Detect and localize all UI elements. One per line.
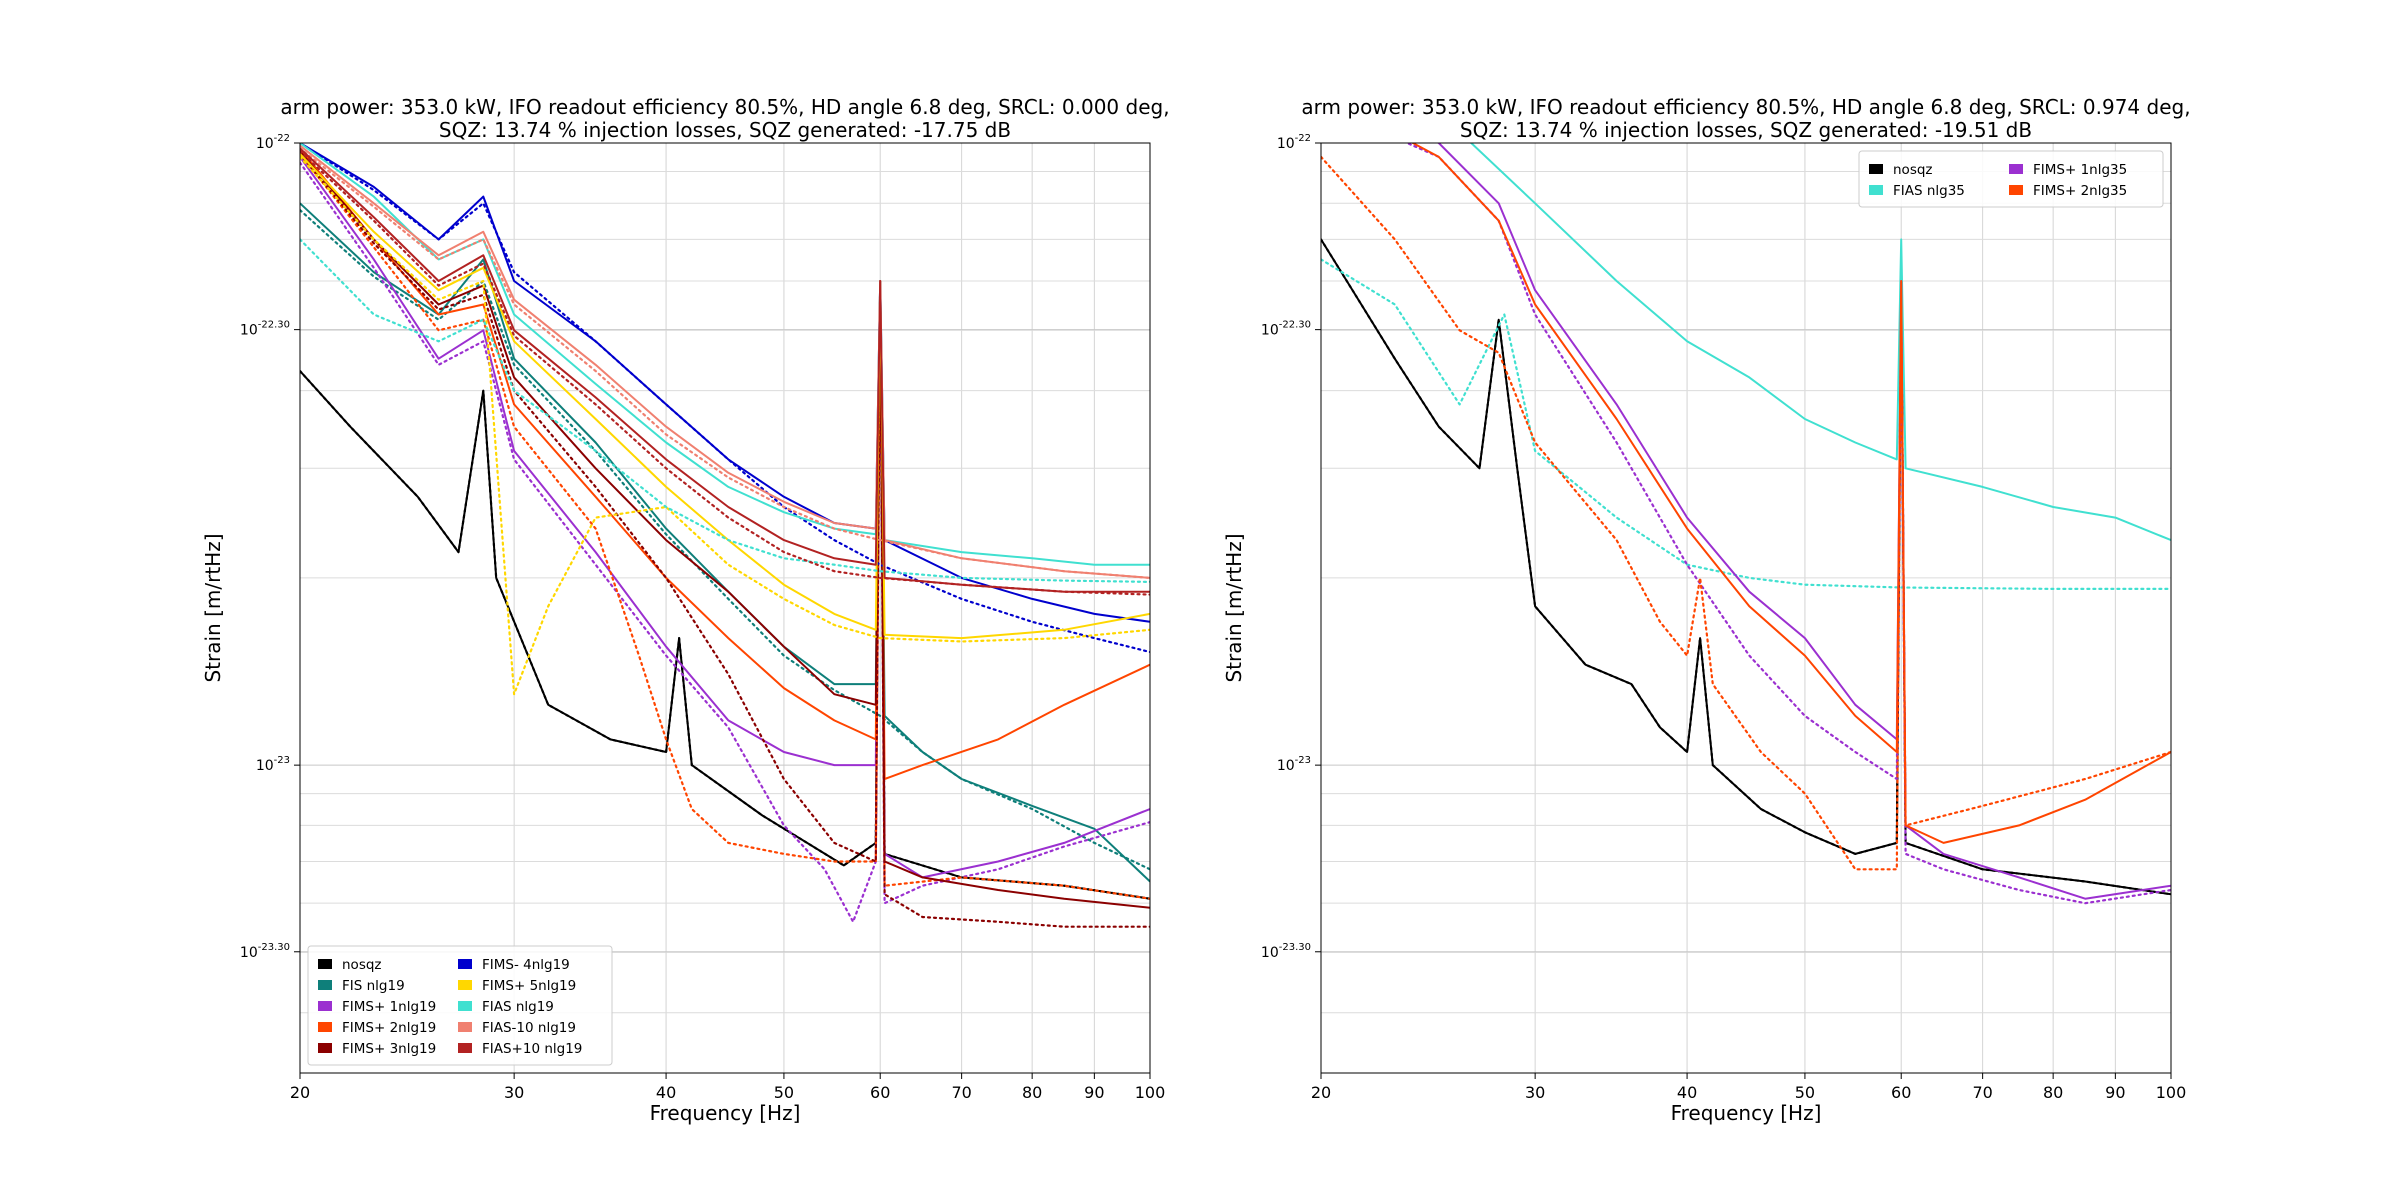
right-chart-xlabel: Frequency [Hz] <box>1671 1101 1822 1125</box>
right-chart-xtick-label: 90 <box>2105 1083 2125 1102</box>
legend-label: FIMS+ 2nlg19 <box>342 1020 436 1036</box>
right-series-fims-2nlg35-line <box>1410 143 2171 844</box>
right-chart-title-line1: arm power: 353.0 kW, IFO readout efficie… <box>1301 95 2190 119</box>
legend-swatch <box>1869 164 1883 174</box>
left-chart-frame <box>299 142 1151 1074</box>
right-chart-xtick-label: 40 <box>1677 1083 1697 1102</box>
left-series-fis-nlg19-line <box>300 202 1150 883</box>
legend-label: FIAS nlg35 <box>1893 183 1965 199</box>
left-series-fims-3nlg19-model-line <box>300 152 1150 928</box>
right-chart-ylabel: Strain [m/rtHz] <box>1222 533 1246 682</box>
legend-label: FIMS+ 3nlg19 <box>342 1041 436 1057</box>
right-chart-frame <box>1320 142 2172 1074</box>
left-series-fims-2nlg19-line <box>300 147 1150 780</box>
left-chart-xtick-label: 70 <box>951 1083 971 1102</box>
legend-swatch <box>2009 185 2023 195</box>
left-series-fims-5nlg19-line <box>300 153 1150 640</box>
right-chart-xtick-label: 80 <box>2043 1083 2063 1102</box>
left-chart-ticks: 20 30 40 50 60 70 80 90 100 10-22 10-22.30 10-23 10-… <box>240 133 1165 1102</box>
right-series-fias-nlg35-model-line <box>1321 258 2171 591</box>
left-chart-xtick-label: 60 <box>870 1083 890 1102</box>
right-chart-xtick-label: 20 <box>1311 1083 1331 1102</box>
left-series-fims-2nlg19-model-line <box>300 152 1150 900</box>
left-chart-title-line1: arm power: 353.0 kW, IFO readout efficie… <box>280 95 1169 119</box>
left-chart-ytick-label: 10-23 <box>256 755 290 774</box>
right-chart-xtick-label: 70 <box>1972 1083 1992 1102</box>
legend-swatch <box>318 1022 332 1032</box>
legend-swatch <box>318 980 332 990</box>
legend-label: FIAS+10 nlg19 <box>482 1041 582 1057</box>
legend-label: FIMS+ 1nlg35 <box>2033 162 2127 178</box>
right-series-fims-1nlg35-model-line <box>1404 143 2171 905</box>
legend-swatch <box>458 1043 472 1053</box>
left-chart-xtick-label: 90 <box>1084 1083 1104 1102</box>
left-series-fims-4nlg19-model-line <box>300 143 1150 654</box>
left-chart-ytick-label: 10-23.30 <box>240 942 290 961</box>
right-chart-ytick-label: 10-22.30 <box>1261 320 1311 339</box>
legend-label: FIS nlg19 <box>342 978 405 994</box>
legend-label: FIMS- 4nlg19 <box>482 957 570 973</box>
left-chart-plot-area <box>300 143 1150 928</box>
legend-label: FIMS+ 2nlg35 <box>2033 183 2127 199</box>
right-series-fims-1nlg35-line <box>1436 143 2171 900</box>
legend-swatch <box>318 1001 332 1011</box>
legend-label: nosqz <box>1893 162 1933 178</box>
right-chart-ticks: 20 30 40 50 60 70 80 90 100 10-22 10-22.30 10-23 10-… <box>1261 133 2186 1102</box>
left-series-fims-5nlg19-model-line <box>300 155 1150 696</box>
right-chart-ytick-label: 10-22 <box>1277 133 1311 152</box>
legend-label: FIMS+ 1nlg19 <box>342 999 436 1015</box>
right-chart-xtick-label: 60 <box>1891 1083 1911 1102</box>
right-series-fias-nlg35-line <box>1469 143 2171 542</box>
left-chart-panel: 20 30 40 50 60 70 80 90 100 10-22 10-22.30 10-23 10-… <box>201 95 1170 1125</box>
left-series-fims-1nlg19-model-line <box>300 161 1150 923</box>
right-legend-box <box>1858 150 2164 208</box>
left-series-fims-3nlg19-line <box>300 150 1150 909</box>
legend-swatch <box>2009 164 2023 174</box>
right-chart-xtick-label: 100 <box>2156 1083 2187 1102</box>
legend-swatch <box>458 959 472 969</box>
left-series-fims-1nlg19-line <box>300 156 1150 879</box>
right-chart-ytick-label: 10-23 <box>1277 755 1311 774</box>
legend-swatch <box>458 1001 472 1011</box>
right-chart-panel: 20 30 40 50 60 70 80 90 100 10-22 10-22.30 10-23 10-… <box>1222 95 2191 1125</box>
legend-label: nosqz <box>342 957 382 973</box>
legend-swatch <box>318 959 332 969</box>
left-chart-xtick-label: 50 <box>774 1083 794 1102</box>
left-chart-title-line2: SQZ: 13.74 % injection losses, SQZ gener… <box>439 118 1011 142</box>
right-chart-ytick-label: 10-23.30 <box>1261 942 1311 961</box>
right-chart-title-line2: SQZ: 13.74 % injection losses, SQZ gener… <box>1460 118 2032 142</box>
right-chart-legend: nosqz FIAS nlg35 FIMS+ 1nlg35 FIMS+ 2nlg35 <box>1858 150 2164 208</box>
legend-swatch <box>458 980 472 990</box>
right-chart-plot-area <box>1321 143 2171 905</box>
legend-label: FIMS+ 5nlg19 <box>482 978 576 994</box>
left-chart-legend: nosqz FIS nlg19 FIMS+ 1nlg19 FIMS+ 2nlg19 FI… <box>307 945 613 1066</box>
right-chart-xtick-label: 30 <box>1525 1083 1545 1102</box>
legend-swatch <box>458 1022 472 1032</box>
legend-label: FIAS-10 nlg19 <box>482 1020 576 1036</box>
left-series-fias-nlg19-model-line <box>300 238 1150 584</box>
left-chart-xtick-label: 30 <box>504 1083 524 1102</box>
legend-swatch <box>318 1043 332 1053</box>
left-series-fias-10-nlg19-line <box>300 147 1150 593</box>
left-series-fims-4nlg19-line <box>300 143 1150 623</box>
left-chart-xtick-label: 40 <box>656 1083 676 1102</box>
left-chart-xtick-label: 80 <box>1022 1083 1042 1102</box>
legend-label: FIAS nlg19 <box>482 999 554 1015</box>
left-series-fis-nlg19-model-line <box>300 209 1150 871</box>
left-chart-ytick-label: 10-22 <box>256 133 290 152</box>
right-chart-xtick-label: 50 <box>1795 1083 1815 1102</box>
legend-swatch <box>1869 185 1883 195</box>
left-chart-ytick-label: 10-22.30 <box>240 320 290 339</box>
left-series-fias-10-nlg19-line <box>300 144 1150 579</box>
left-chart-ylabel: Strain [m/rtHz] <box>201 533 225 682</box>
left-chart-xtick-label: 20 <box>290 1083 310 1102</box>
left-series-fias-10-nlg19-model-line <box>300 147 1150 580</box>
left-chart-xlabel: Frequency [Hz] <box>650 1101 801 1125</box>
left-chart-xtick-label: 100 <box>1135 1083 1166 1102</box>
